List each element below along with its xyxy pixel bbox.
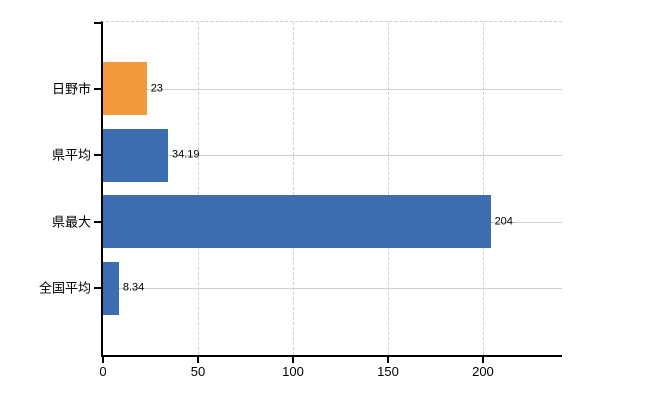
gridline-vertical bbox=[387, 22, 389, 355]
x-tick-label: 0 bbox=[99, 364, 107, 379]
bar bbox=[103, 62, 147, 116]
bar-value-label: 23 bbox=[150, 82, 163, 95]
x-tick-mark bbox=[386, 357, 389, 363]
bar bbox=[103, 261, 119, 315]
bar bbox=[103, 195, 491, 249]
x-tick-label: 150 bbox=[377, 364, 399, 379]
y-category-label: 全国平均 bbox=[38, 280, 91, 296]
bar bbox=[103, 128, 168, 182]
y-axis-top-tick bbox=[94, 22, 101, 24]
x-tick-mark bbox=[196, 357, 199, 363]
y-tick-mark bbox=[94, 220, 101, 223]
gridline-vertical bbox=[197, 22, 199, 355]
x-tick-label: 100 bbox=[282, 364, 304, 379]
plot-area: 0 50 100 150 200 日野市 23 県平均 34.19 県最大 204 全国平均 8.34 bbox=[39, 21, 562, 378]
y-tick-mark bbox=[94, 154, 101, 157]
x-tick-mark bbox=[481, 357, 484, 363]
gridline-horizontal bbox=[103, 155, 562, 157]
gridline-vertical bbox=[482, 22, 484, 355]
y-tick-mark bbox=[94, 287, 101, 290]
bar-value-label: 34.19 bbox=[171, 148, 200, 161]
gridline-horizontal bbox=[103, 288, 562, 290]
y-tick-mark bbox=[94, 87, 101, 90]
x-tick-mark bbox=[291, 357, 294, 363]
y-category-label: 日野市 bbox=[51, 81, 91, 97]
x-tick-label: 200 bbox=[472, 364, 494, 379]
bar-value-label: 8.34 bbox=[122, 281, 145, 294]
x-tick-mark bbox=[102, 357, 104, 363]
bar-value-label: 204 bbox=[494, 215, 513, 228]
x-tick-label: 50 bbox=[190, 364, 206, 379]
gridline-vertical bbox=[292, 22, 294, 355]
y-category-label: 県最大 bbox=[51, 214, 91, 230]
y-category-label: 県平均 bbox=[51, 147, 91, 163]
gridline-horizontal bbox=[103, 88, 562, 90]
